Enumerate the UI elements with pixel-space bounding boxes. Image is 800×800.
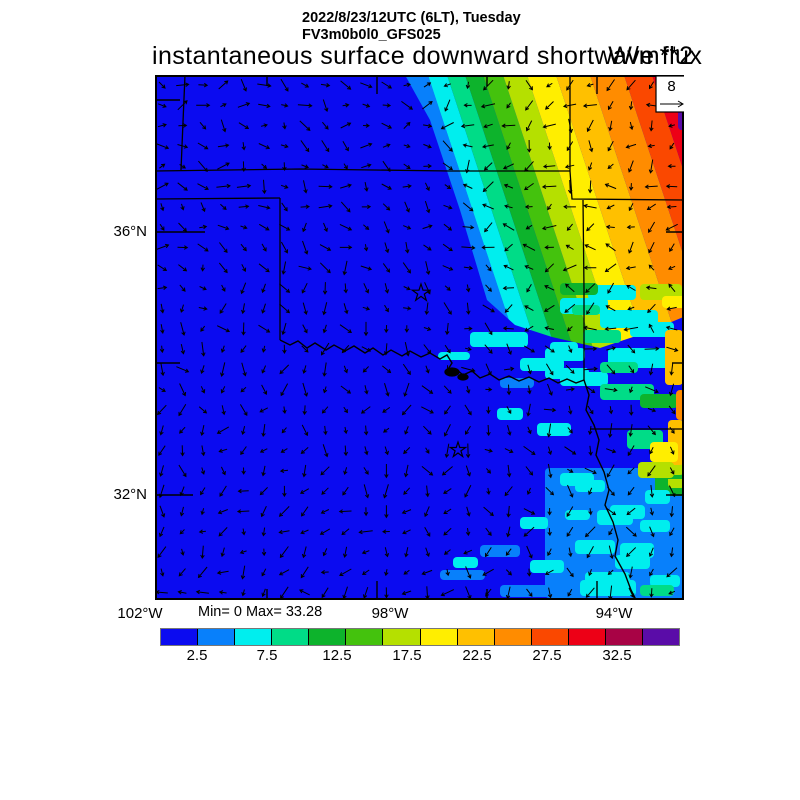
- lat-tick-label: 36°N: [113, 223, 147, 240]
- colorbar-segment: [235, 629, 273, 645]
- colorbar-segment: [643, 629, 680, 645]
- colorbar-segment: [494, 629, 532, 645]
- colorbar-segment: [383, 629, 421, 645]
- colorbar-segment: [198, 629, 236, 645]
- map-area: 8: [154, 74, 700, 601]
- colorbar-tick-label: 2.5: [186, 647, 208, 664]
- colorbar-segment: [346, 629, 384, 645]
- colorbar: [160, 628, 680, 646]
- colorbar-tick-label: 17.5: [392, 647, 422, 664]
- wind-vectors: [155, 78, 679, 601]
- lat-tick-label: 32°N: [113, 486, 147, 503]
- city-star-markers: [410, 282, 468, 459]
- colorbar-segment: [272, 629, 310, 645]
- colorbar-segment: [457, 629, 495, 645]
- colorbar-segment: [420, 629, 458, 645]
- colorbar-segment: [605, 629, 644, 645]
- colorbar-segment: [531, 629, 569, 645]
- flux-map: 8: [154, 74, 700, 601]
- reference-vector-box: 8: [655, 75, 688, 113]
- colorbar-tick-label: 32.5: [602, 647, 632, 664]
- colorbar-tick-label: 27.5: [532, 647, 562, 664]
- minmax-readout: Min= 0 Max= 33.28: [198, 604, 323, 620]
- units-label: W/m**2: [608, 42, 693, 70]
- plot-title: instantaneous surface downward shortwave…: [152, 42, 703, 70]
- datetime-heading: 2022/8/23/12UTC (6LT), Tuesday: [302, 10, 521, 26]
- colorbar-segment: [309, 629, 347, 645]
- lon-tick-label: 94°W: [595, 605, 633, 622]
- state-borders: [154, 74, 686, 601]
- map-frame: [155, 75, 684, 600]
- colorbar-tick-label: 22.5: [462, 647, 492, 664]
- colorbar-tick-label: 7.5: [256, 647, 278, 664]
- colorbar-segment: [161, 629, 199, 645]
- colorbar-tick-label: 12.5: [322, 647, 352, 664]
- colorbar-tick-labels: 2.5 7.5 12.5 17.5 22.5 27.5 32.5: [162, 647, 652, 664]
- reference-vector-value: 8: [667, 78, 675, 95]
- colorbar-segment: [568, 629, 606, 645]
- model-heading: FV3m0b0l0_GFS025: [302, 27, 441, 43]
- lon-tick-label: 102°W: [117, 605, 163, 622]
- cloud-patches: [438, 92, 687, 598]
- axis-ticks: [155, 75, 684, 600]
- lon-tick-label: 98°W: [371, 605, 409, 622]
